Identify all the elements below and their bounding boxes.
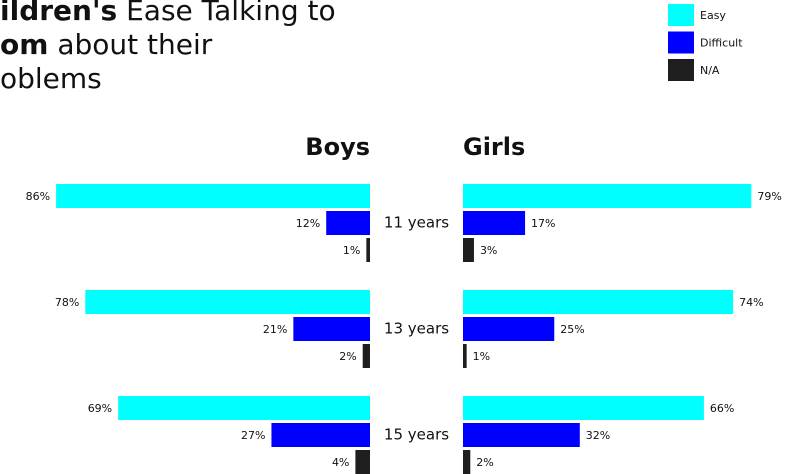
value-label: 2% — [476, 456, 493, 469]
bar — [463, 184, 752, 208]
title-text: about their — [48, 28, 212, 61]
chart-title: oblems — [0, 62, 102, 95]
category-label: 13 years — [384, 320, 449, 338]
panel-title: Boys — [305, 133, 370, 161]
title-text: oblems — [0, 62, 102, 95]
value-label: 1% — [343, 244, 360, 257]
bar — [326, 211, 370, 235]
bar — [362, 344, 370, 368]
panel-title: Girls — [463, 133, 525, 161]
category-label: 11 years — [384, 214, 449, 232]
bar — [463, 396, 704, 420]
bar — [463, 423, 580, 447]
value-label: 1% — [473, 350, 490, 363]
value-label: 27% — [241, 429, 265, 442]
bar — [85, 290, 371, 314]
legend-swatch — [668, 4, 694, 26]
bar — [463, 290, 734, 314]
legend-label: N/A — [700, 64, 720, 77]
bar — [293, 317, 370, 341]
bar — [463, 317, 555, 341]
legend-label: Difficult — [700, 37, 743, 50]
value-label: 78% — [55, 296, 79, 309]
value-label: 25% — [560, 323, 584, 336]
bar — [463, 450, 471, 474]
value-label: 4% — [332, 456, 349, 469]
bar — [118, 396, 371, 420]
value-label: 12% — [296, 217, 320, 230]
bar — [366, 238, 370, 262]
value-label: 2% — [339, 350, 356, 363]
value-label: 32% — [586, 429, 610, 442]
value-label: 79% — [757, 190, 781, 203]
chart-title: ildren's Ease Talking to — [0, 0, 336, 27]
value-label: 3% — [480, 244, 497, 257]
chart-title: om about their — [0, 28, 213, 61]
title-bold: ildren's — [0, 0, 117, 27]
bar — [271, 423, 370, 447]
bar — [463, 211, 526, 235]
title-text: Ease Talking to — [117, 0, 335, 27]
bar — [463, 238, 474, 262]
bar — [463, 344, 467, 368]
value-label: 69% — [88, 402, 112, 415]
value-label: 66% — [710, 402, 734, 415]
legend-swatch — [668, 59, 694, 81]
legend-label: Easy — [700, 9, 726, 22]
value-label: 21% — [263, 323, 287, 336]
value-label: 17% — [531, 217, 555, 230]
bar — [355, 450, 370, 474]
bar — [56, 184, 370, 208]
legend-swatch — [668, 31, 694, 54]
category-label: 15 years — [384, 426, 449, 444]
value-label: 86% — [26, 190, 50, 203]
value-label: 74% — [739, 296, 763, 309]
title-bold: om — [0, 28, 48, 61]
